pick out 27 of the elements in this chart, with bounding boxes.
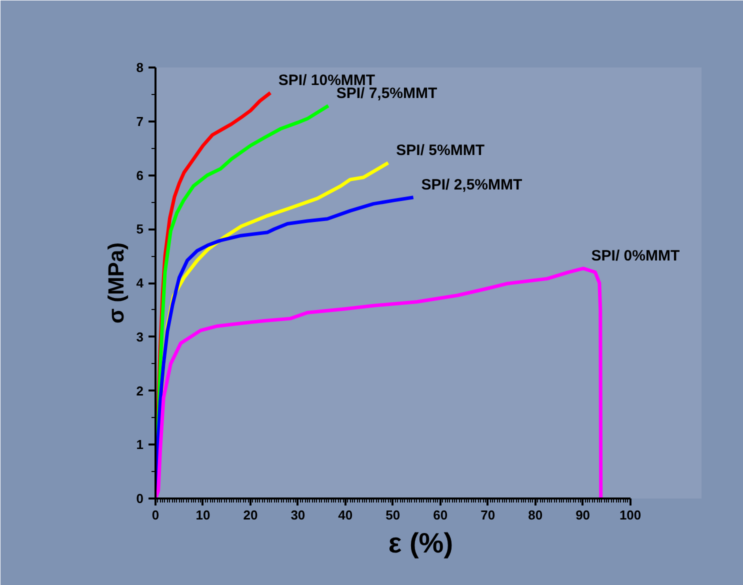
y-tick-label: 8: [136, 60, 144, 75]
y-tick-label: 5: [136, 222, 144, 237]
x-tick-label: 30: [290, 508, 306, 522]
series-label: SPI/ 2,5%MMT: [421, 176, 522, 194]
y-tick-label: 1: [136, 437, 144, 452]
x-tick-label: 90: [576, 508, 590, 522]
series-label: SPI/ 7,5%MMT: [336, 84, 438, 102]
x-tick-label: 60: [433, 508, 448, 522]
x-tick-label: 70: [480, 508, 496, 522]
line-series: [156, 266, 603, 498]
y-axis-title: σ (MPa): [103, 242, 128, 324]
series-label: SPI/ 5%MMT: [396, 142, 485, 159]
y-tick-label: 4: [136, 276, 144, 290]
x-tick-label: 50: [386, 508, 400, 522]
y-tick-label: 0: [136, 491, 144, 506]
x-tick-label: 0: [152, 508, 160, 522]
x-tick-label: 100: [619, 508, 642, 522]
x-tick-label: 10: [196, 508, 210, 522]
x-tick-label: 20: [243, 508, 258, 522]
x-tick-label: 80: [528, 508, 543, 522]
y-tick-label: 6: [136, 168, 144, 183]
series-label: SPI/ 0%MMT: [591, 247, 680, 264]
y-tick-label: 7: [136, 114, 144, 129]
x-tick-label: 40: [338, 508, 353, 522]
y-tick-label: 3: [136, 329, 144, 344]
x-axis-title: ε (%): [388, 528, 454, 558]
y-tick-label: 2: [136, 383, 144, 398]
